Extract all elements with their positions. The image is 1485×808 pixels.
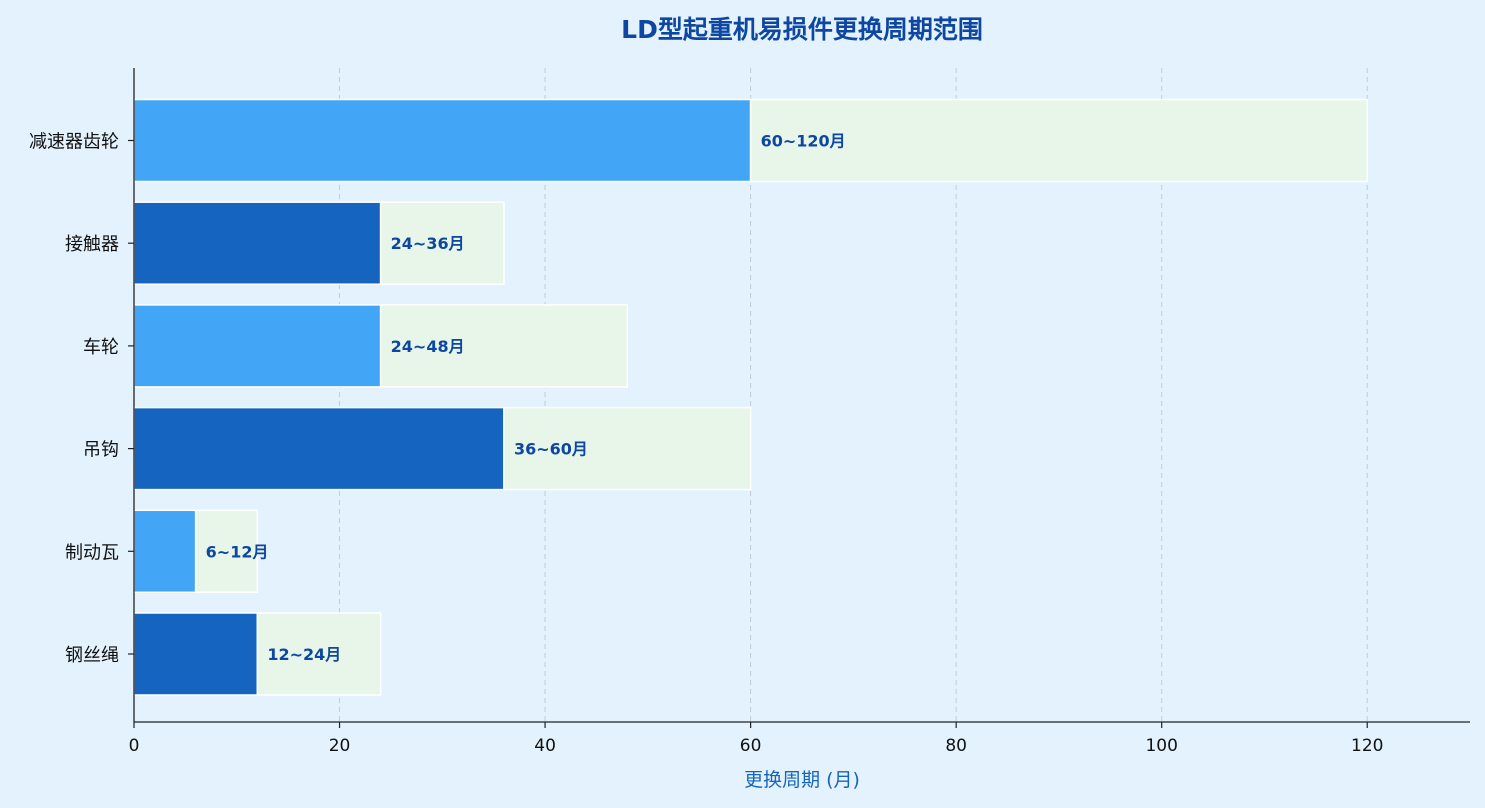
x-axis-label: 更换周期 (月) [744, 769, 860, 791]
y-tick-label: 车轮 [83, 337, 119, 358]
data-label: 24~48月 [391, 337, 465, 356]
x-ticks: 0 20 40 60 80 100 120 [129, 722, 1383, 756]
bar-range [379, 201, 505, 285]
axes [133, 68, 1470, 723]
bar-range [194, 509, 259, 594]
y-tick-label: 接触器 [65, 234, 119, 255]
y-tick-label: 减速器齿轮 [29, 132, 119, 153]
bar-min [133, 201, 382, 285]
x-tick-label: 0 [129, 736, 140, 756]
bar-min [133, 509, 197, 594]
bar-min [133, 98, 752, 183]
bar-range [379, 304, 629, 388]
bar-min [133, 304, 382, 388]
x-tick-label: 20 [329, 736, 351, 756]
y-tick-label: 制动瓦 [65, 542, 119, 563]
y-ticks: 钢丝绳 制动瓦 吊钩 车轮 接触器 减速器齿轮 [29, 132, 134, 666]
x-tick-label: 120 [1351, 736, 1383, 756]
bars: 12~24月 6~12月 36~60月 24~48月 24~36月 60~120月 [133, 98, 1368, 696]
bar-range [749, 98, 1368, 183]
x-tick-label: 80 [945, 736, 967, 756]
chart-title: LD型起重机易损件更换周期范围 [621, 15, 983, 44]
data-label: 6~12月 [206, 542, 269, 561]
y-tick-label: 钢丝绳 [65, 645, 119, 666]
x-tick-label: 60 [740, 736, 762, 756]
data-label: 60~120月 [761, 132, 846, 151]
x-tick-label: 100 [1145, 736, 1177, 756]
data-label: 36~60月 [514, 440, 588, 459]
x-tick-label: 40 [534, 736, 556, 756]
bar-min [133, 406, 505, 491]
bar-range [503, 406, 752, 491]
bar-range [256, 612, 382, 696]
data-label: 12~24月 [267, 645, 341, 664]
data-label: 24~36月 [391, 234, 465, 253]
y-tick-label: 吊钩 [83, 440, 119, 461]
bar-min [133, 612, 259, 696]
